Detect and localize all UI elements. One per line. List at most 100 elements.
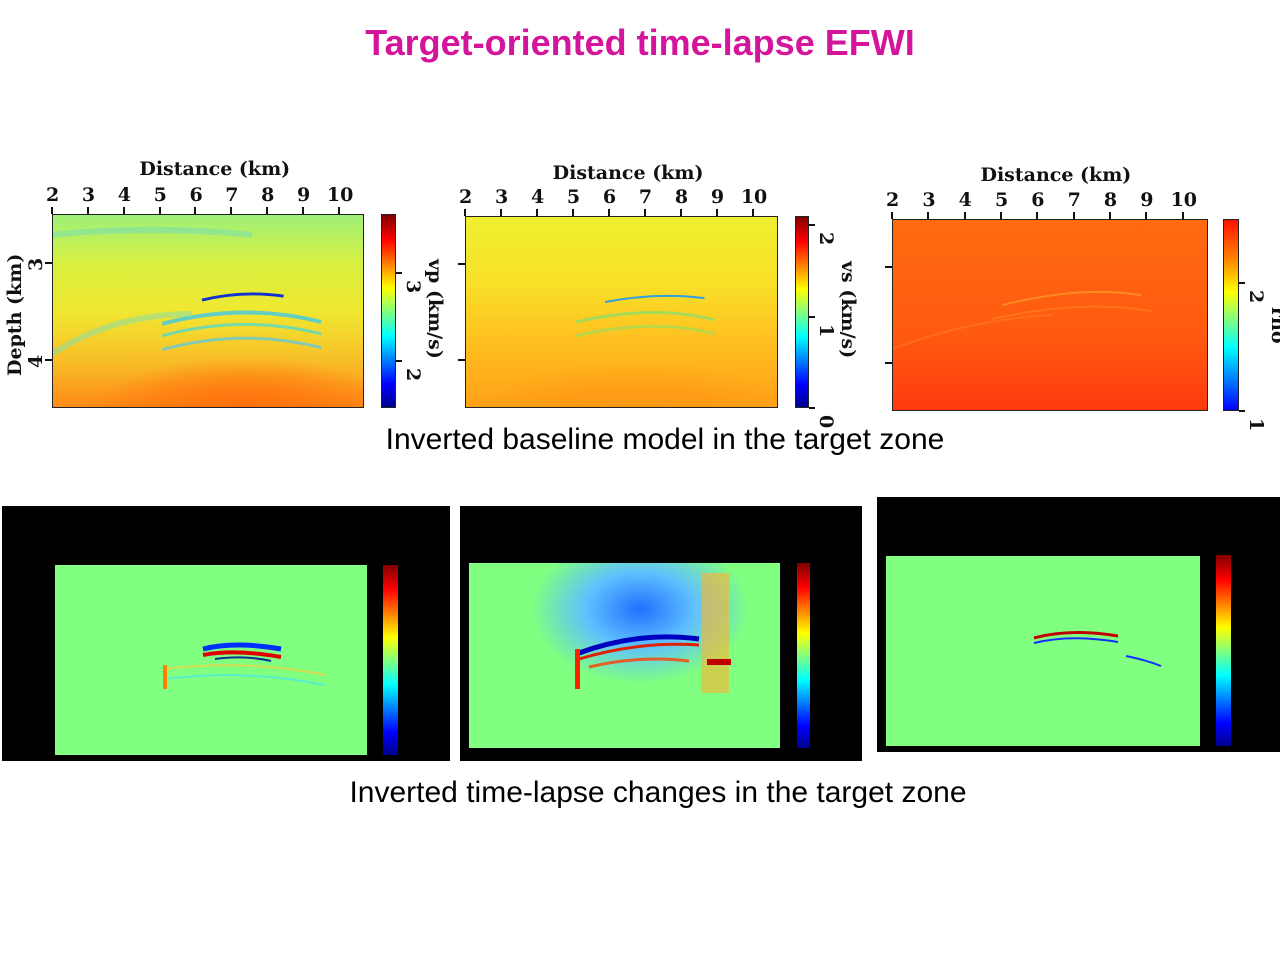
y-axis-title: Depth (km): [4, 253, 26, 376]
colorbar-tick: [809, 315, 815, 318]
y-tick-label: 4: [25, 354, 47, 368]
colorbar-label: vs (km/s): [837, 261, 859, 359]
x-tick-label: 2: [459, 186, 473, 208]
x-tick: [607, 209, 610, 216]
x-tick-label: 8: [1103, 189, 1118, 211]
y-tick: [458, 359, 465, 361]
x-tick-label: 9: [1140, 189, 1154, 211]
y-tick: [45, 261, 52, 264]
colorbar-tick: [809, 407, 815, 409]
colorbar-tick: [396, 272, 402, 275]
baseline-vp-heatmap: [52, 214, 364, 408]
colorbar-tick-label: 2: [815, 232, 837, 246]
colorbar-tick: [1239, 282, 1245, 284]
x-tick-label: 9: [710, 186, 725, 208]
x-tick: [571, 209, 574, 216]
x-tick: [715, 209, 718, 216]
x-tick: [51, 207, 53, 214]
timelapse-rho-colorbar: [1216, 555, 1231, 746]
x-tick-label: 10: [740, 186, 768, 208]
x-axis-title: Distance (km): [139, 158, 291, 180]
x-axis-title: Distance (km): [980, 164, 1132, 186]
x-tick: [158, 207, 161, 214]
x-tick: [194, 207, 197, 214]
colorbar-tick-label: 2: [1245, 290, 1267, 304]
caption-timelapse: Inverted time-lapse changes in the targe…: [349, 776, 967, 809]
x-tick-label: 7: [1067, 189, 1081, 211]
x-tick: [1181, 212, 1184, 219]
x-tick: [1036, 212, 1039, 219]
x-tick: [643, 209, 646, 216]
x-tick-label: 5: [994, 189, 1009, 211]
baseline-vs-heatmap: [465, 216, 778, 408]
x-tick-label: 8: [674, 186, 689, 208]
x-tick-label: 4: [530, 186, 545, 208]
colorbar-tick: [396, 360, 402, 363]
x-tick: [302, 207, 305, 214]
colorbar-label: vp (km/s): [424, 259, 446, 359]
x-tick: [751, 209, 754, 216]
y-tick-label: 3: [25, 257, 47, 271]
timelapse-vs-colorbar: [797, 563, 810, 748]
colorbar-tick: [1239, 410, 1245, 412]
x-tick: [963, 212, 966, 219]
x-tick: [999, 212, 1002, 219]
x-tick: [679, 209, 682, 216]
colorbar-label: rho: [1267, 307, 1280, 344]
x-tick: [266, 207, 269, 214]
y-tick: [885, 362, 892, 364]
vs-colorbar: [795, 216, 809, 408]
timelapse-vp-colorbar: [383, 565, 398, 755]
caption-baseline: Inverted baseline model in the target zo…: [385, 423, 945, 456]
x-tick: [337, 207, 340, 214]
x-tick-label: 4: [958, 189, 972, 211]
x-tick-label: 3: [922, 189, 936, 211]
x-tick: [1145, 212, 1148, 219]
x-tick: [1072, 212, 1075, 219]
colorbar-tick-label: 2: [402, 368, 424, 382]
x-tick: [122, 207, 125, 214]
x-tick-label: 7: [638, 186, 653, 208]
x-tick-label: 9: [297, 184, 311, 206]
x-tick-label: 10: [1170, 189, 1198, 211]
x-tick-label: 6: [602, 186, 617, 208]
timelapse-vs-heatmap: [469, 563, 780, 748]
timelapse-rho-heatmap: [886, 556, 1200, 746]
x-tick-label: 3: [494, 186, 509, 208]
y-tick: [458, 263, 465, 265]
x-tick-label: 5: [153, 184, 167, 206]
x-tick: [499, 209, 502, 216]
x-tick-label: 5: [566, 186, 581, 208]
y-tick: [45, 358, 52, 361]
x-tick-label: 8: [261, 184, 275, 206]
vp-colorbar: [381, 214, 396, 408]
x-tick: [464, 209, 466, 216]
timelapse-vp-figure: [2, 506, 450, 761]
x-tick-label: 2: [886, 189, 900, 211]
timelapse-vs-figure: [460, 506, 862, 761]
x-axis-title: Distance (km): [552, 162, 704, 184]
x-tick-label: 6: [189, 184, 203, 206]
slide-title: Target-oriented time-lapse EFWI: [365, 22, 915, 63]
colorbar-tick-label: 3: [402, 280, 424, 294]
x-tick: [230, 207, 233, 214]
x-tick: [1108, 212, 1111, 219]
colorbar-tick: [809, 224, 815, 227]
x-tick-label: 3: [81, 184, 96, 206]
colorbar-tick-label: 1: [1245, 418, 1267, 432]
timelapse-vp-heatmap: [55, 565, 367, 755]
x-tick-label: 7: [225, 184, 239, 206]
x-tick: [927, 212, 930, 219]
x-tick: [891, 212, 893, 219]
x-tick-label: 2: [46, 184, 60, 206]
y-tick: [885, 266, 892, 268]
timelapse-rho-figure: [877, 497, 1280, 752]
x-tick-label: 10: [326, 184, 354, 206]
colorbar-tick-label: 1: [815, 323, 837, 337]
rho-colorbar: [1223, 219, 1239, 411]
x-tick: [86, 207, 89, 214]
x-tick: [535, 209, 538, 216]
x-tick-label: 4: [117, 184, 131, 206]
baseline-rho-heatmap: [892, 219, 1208, 411]
x-tick-label: 6: [1031, 189, 1045, 211]
